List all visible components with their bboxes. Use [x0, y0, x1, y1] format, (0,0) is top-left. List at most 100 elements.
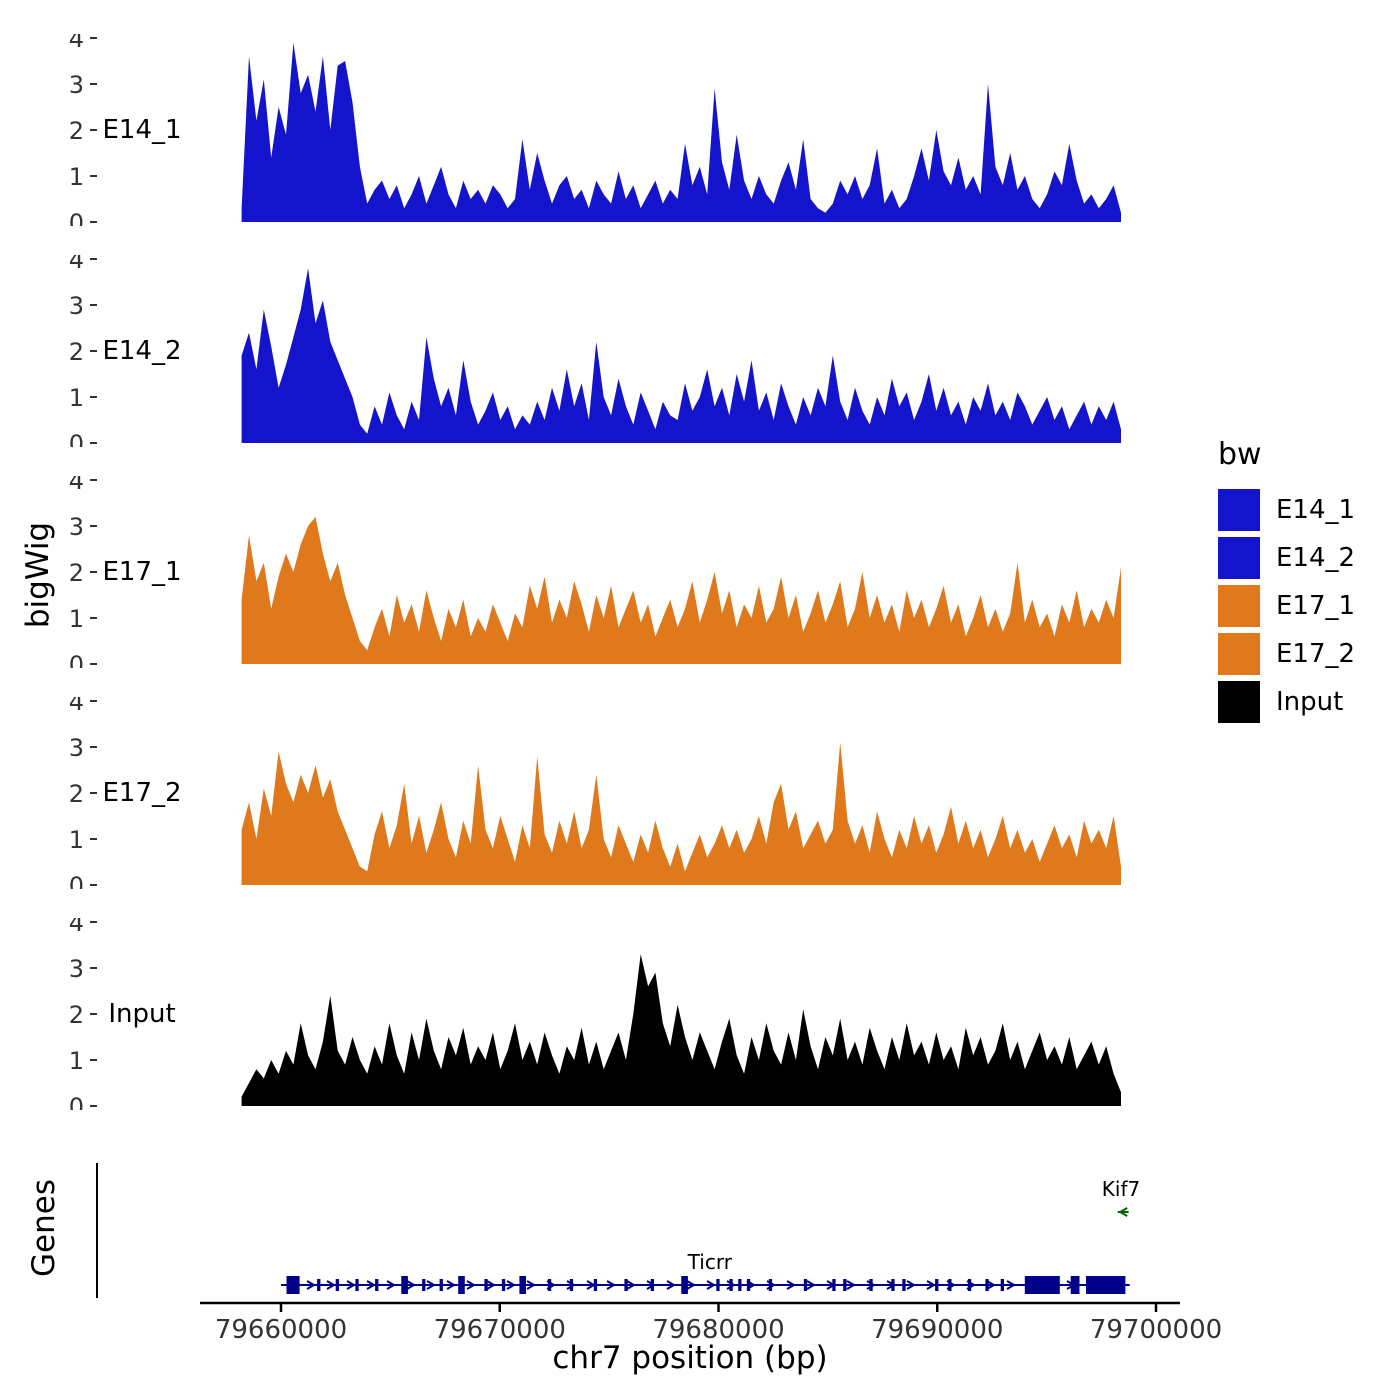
strand-arrow-icon: [906, 1280, 917, 1290]
gene-exon: [286, 1276, 300, 1294]
coverage-track-E17_2: 0 1 2 3 4 E17_2: [69, 697, 1122, 889]
y-tick-label: 2: [69, 559, 84, 587]
y-tick-label: 0: [69, 651, 84, 668]
y-tick-label: 1: [69, 1047, 84, 1075]
strand-arrow-icon: [366, 1280, 377, 1290]
coverage-track-E14_2: 0 1 2 3 4 E14_2: [69, 255, 1122, 447]
gene-exon: [422, 1279, 426, 1291]
gene-exon: [891, 1279, 895, 1291]
strand-arrow-icon: [506, 1280, 517, 1290]
gene-label-Ticrr: Ticrr: [687, 1250, 733, 1274]
gene-exon: [458, 1276, 465, 1294]
legend-entry-label: Input: [1276, 687, 1344, 717]
gene-exon: [593, 1279, 598, 1291]
gene-exon: [1070, 1276, 1080, 1294]
x-tick-label: 79670000: [434, 1315, 566, 1345]
y-tick-label: 0: [69, 872, 84, 889]
gene-exon: [501, 1279, 506, 1291]
strand-arrow-icon: [306, 1280, 317, 1290]
y-tick-label: 1: [69, 163, 84, 191]
x-axis: 79660000 79670000 79680000 79690000 79700000: [200, 1301, 1222, 1345]
y-tick-label: 4: [69, 476, 84, 495]
gene-exon: [484, 1279, 488, 1291]
gene-exon: [716, 1279, 720, 1291]
legend-entry-label: E14_1: [1276, 495, 1356, 525]
legend-entry-E17_1: E17_1: [1218, 582, 1355, 630]
strand-arrow-icon: [846, 1280, 857, 1290]
track-label: E14_1: [102, 115, 181, 145]
coverage-area: [241, 742, 1122, 885]
x-tick-label: 79690000: [871, 1315, 1003, 1345]
strand-arrow-icon: [786, 1280, 797, 1290]
gene-exon: [681, 1276, 688, 1294]
y-tick-label: 2: [69, 780, 84, 808]
strand-arrow-icon: [606, 1280, 617, 1290]
strand-arrow-icon: [406, 1280, 417, 1290]
gene-exon: [869, 1279, 873, 1291]
coverage-area: [241, 42, 1122, 222]
y-tick-label: 0: [69, 209, 84, 226]
y-tick-label: 4: [69, 918, 84, 937]
legend-entry-Input: Input: [1218, 678, 1355, 726]
legend: bw E14_1 E14_2 E17_1 E17_2 Input: [1218, 437, 1355, 726]
legend-swatch: [1218, 585, 1260, 627]
y-tick-label: 3: [69, 292, 84, 320]
gene-exon: [738, 1279, 742, 1291]
gene-exon: [401, 1276, 408, 1294]
y-tick-label: 1: [69, 384, 84, 412]
gene-exon: [768, 1279, 773, 1291]
strand-arrow-icon: [926, 1280, 937, 1290]
legend-entry-E14_2: E14_2: [1218, 534, 1355, 582]
strand-arrow-icon: [706, 1280, 717, 1290]
gene-exon: [335, 1279, 339, 1291]
y-tick-label: 3: [69, 513, 84, 541]
strand-arrow-icon: [526, 1280, 537, 1290]
track-label: E17_1: [102, 557, 181, 587]
x-tick-label: 79680000: [652, 1315, 784, 1345]
gene-exon: [729, 1279, 733, 1291]
x-axis-title: chr7 position (bp): [552, 1340, 828, 1376]
gene-exon: [803, 1279, 808, 1291]
y-tick-label: 0: [69, 430, 84, 447]
legend-swatch: [1218, 489, 1260, 531]
gene-exon: [569, 1279, 574, 1291]
gene-exon: [985, 1279, 989, 1291]
gene-exon: [1024, 1276, 1060, 1294]
gene-exon: [902, 1279, 906, 1291]
strand-arrow-icon: [346, 1280, 357, 1290]
coverage-area: [241, 268, 1122, 443]
y-tick-label: 3: [69, 71, 84, 99]
legend-entry-label: E17_1: [1276, 591, 1356, 621]
strand-arrow-icon: [726, 1280, 737, 1290]
gene-exon: [650, 1279, 654, 1291]
x-tick-label: 79660000: [215, 1315, 347, 1345]
gene-exon: [935, 1279, 939, 1291]
track-label: Input: [108, 999, 175, 1029]
gene-exon: [547, 1279, 552, 1291]
y-tick-label: 4: [69, 34, 84, 53]
legend-entry-label: E14_2: [1276, 543, 1356, 573]
coverage-track-E14_1: 0 1 2 3 4 E14_1: [69, 34, 1122, 226]
gene-exon: [967, 1279, 972, 1291]
gene-exon: [624, 1279, 628, 1291]
legend-entry-E17_2: E17_2: [1218, 630, 1355, 678]
genes-panel: Kif7 Ticrr: [96, 1163, 1140, 1298]
strand-arrow-icon: [386, 1280, 397, 1290]
gene-exon: [843, 1279, 847, 1291]
y-tick-label: 3: [69, 955, 84, 983]
gene-exon: [948, 1279, 952, 1291]
legend-title: bw: [1218, 437, 1262, 472]
x-tick-label: 79700000: [1090, 1315, 1222, 1345]
strand-arrow-icon: [986, 1280, 997, 1290]
legend-entries: E14_1 E14_2 E17_1 E17_2 Input: [1218, 486, 1355, 726]
legend-entry-label: E17_2: [1276, 639, 1356, 669]
y-tick-label: 3: [69, 734, 84, 762]
strand-arrow-icon: [1118, 1207, 1128, 1217]
track-label: E17_2: [102, 778, 181, 808]
coverage-area: [241, 954, 1122, 1106]
coverage-track-Input: 0 1 2 3 4 Input: [69, 918, 1122, 1110]
y-tick-label: 2: [69, 117, 84, 145]
gene-exon: [317, 1279, 321, 1291]
gene-exon: [439, 1279, 443, 1291]
